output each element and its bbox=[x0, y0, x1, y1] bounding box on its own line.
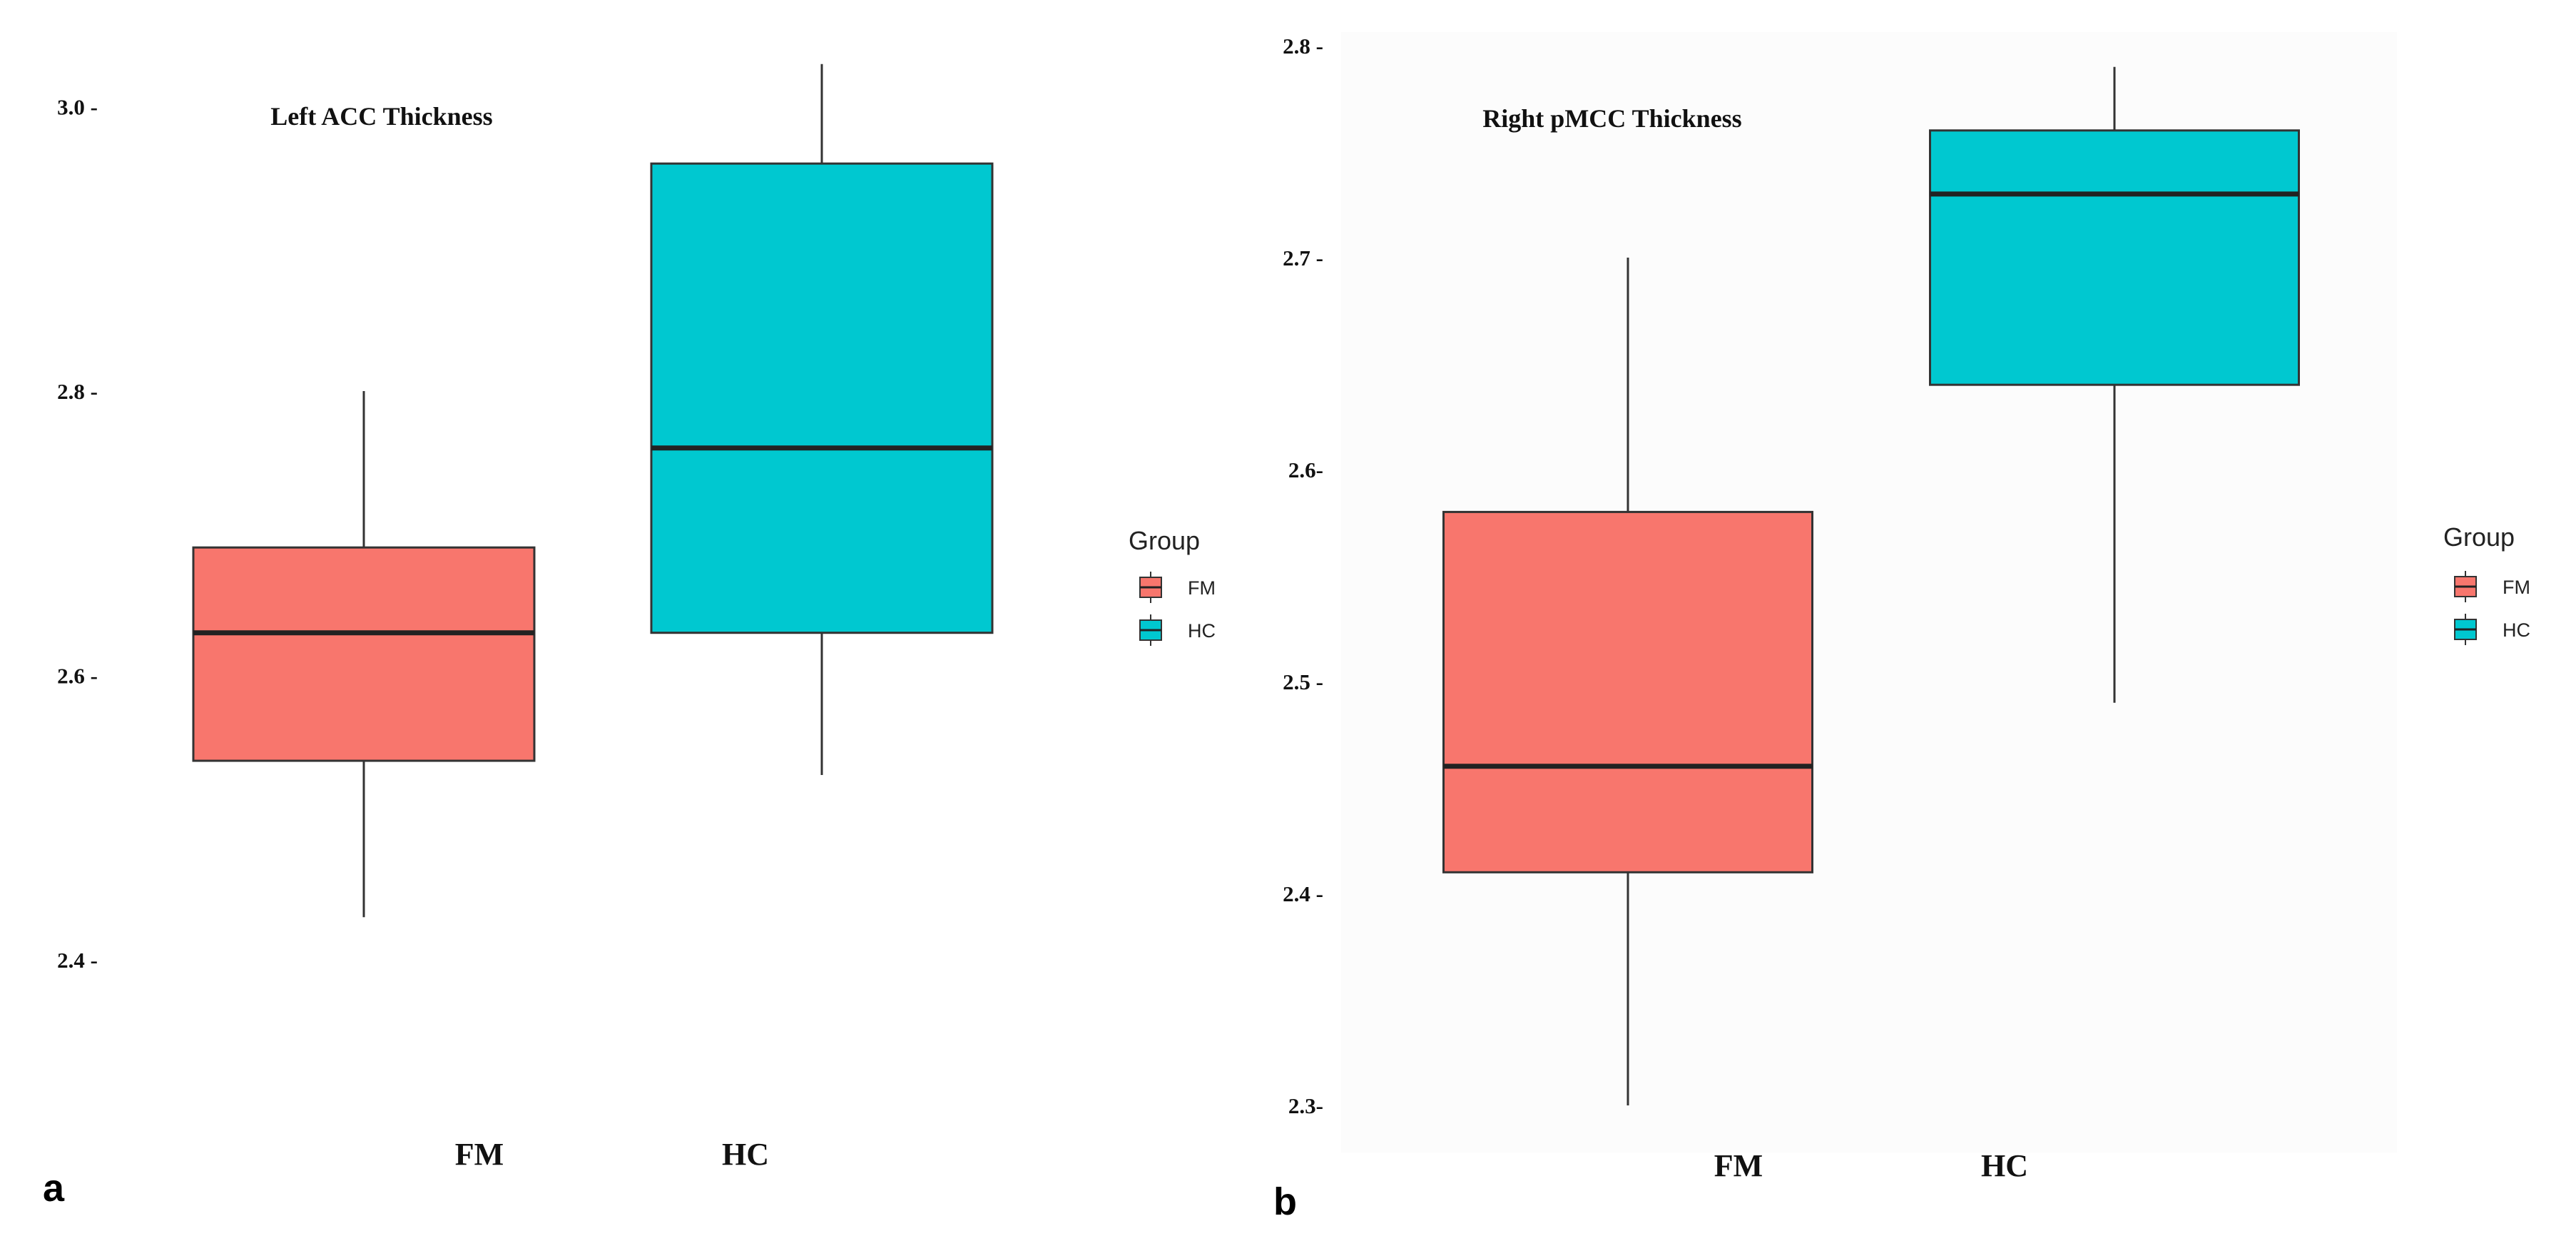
panel-b-title: Right pMCC Thickness bbox=[1482, 104, 1741, 133]
panel-a-x-label-fm: FM bbox=[455, 1137, 504, 1172]
panel-a-y-tick-label: 2.8 - bbox=[57, 379, 98, 404]
panel-b-hc-box bbox=[1929, 129, 2300, 386]
panel-b-y-tick-label: 2.4 - bbox=[1283, 881, 1323, 906]
panel-b-legend: Group FM HC bbox=[2443, 522, 2530, 645]
panel-a-legend-title: Group bbox=[1129, 526, 1200, 555]
panel-b-x-label-fm: FM bbox=[1714, 1148, 1763, 1183]
panel-b-letter: b bbox=[1273, 1180, 1297, 1223]
panel-b-y-tick-label: 2.7 - bbox=[1283, 245, 1323, 270]
panel-b-x-label-hc: HC bbox=[1981, 1148, 2028, 1183]
panel-a-letter: a bbox=[43, 1167, 65, 1210]
panel-a-legend: Group FM HC bbox=[1129, 526, 1216, 646]
panel-b-y-tick-label: 2.8 - bbox=[1283, 34, 1323, 59]
panel-a-y-tick-label: 3.0 - bbox=[57, 95, 98, 120]
panel-b-legend-label-hc: HC bbox=[2503, 619, 2530, 641]
panel-a-y-tick-label: 2.6 - bbox=[57, 664, 98, 689]
panel-a-x-label-hc: HC bbox=[722, 1137, 769, 1172]
panel-b-box-marks bbox=[1442, 66, 2300, 1105]
panel-a-legend-label-hc: HC bbox=[1188, 620, 1216, 642]
panel-a-hc-box bbox=[650, 162, 994, 634]
panel-a-legend-label-fm: FM bbox=[1188, 577, 1216, 599]
panel-b-legend-label-fm: FM bbox=[2503, 577, 2530, 598]
panel-a-y-tick-label: 2.4 - bbox=[57, 948, 98, 973]
panel-a-y-axis-ticks: 2.4 - 2.6 - 2.8 - 3.0 - bbox=[57, 95, 98, 973]
panel-b-y-tick-label: 2.6- bbox=[1288, 457, 1323, 482]
panel-b-y-tick-label: 2.5 - bbox=[1283, 669, 1323, 694]
panel-b-fm-box bbox=[1442, 510, 1813, 873]
panel-b-legend-title: Group bbox=[2443, 522, 2515, 552]
panel-a-title: Left ACC Thickness bbox=[270, 102, 492, 131]
panel-b-y-axis-ticks: 2.3- 2.4 - 2.5 - 2.6- 2.7 - 2.8 - bbox=[1283, 34, 1323, 1118]
panel-a-box-marks bbox=[192, 64, 994, 918]
panel-a-left-acc-thickness: 2.4 -2.6 -2.8 -3.0 - Left ACC Thickness … bbox=[43, 64, 1216, 1210]
panel-b-y-tick-label: 2.3- bbox=[1288, 1093, 1323, 1118]
panel-a-fm-box bbox=[192, 546, 536, 762]
panel-b-right-pmcc-thickness: 2.3- 2.4 - 2.5 - 2.6- 2.7 - 2.8 - Right pMCC … bbox=[1273, 32, 2530, 1223]
